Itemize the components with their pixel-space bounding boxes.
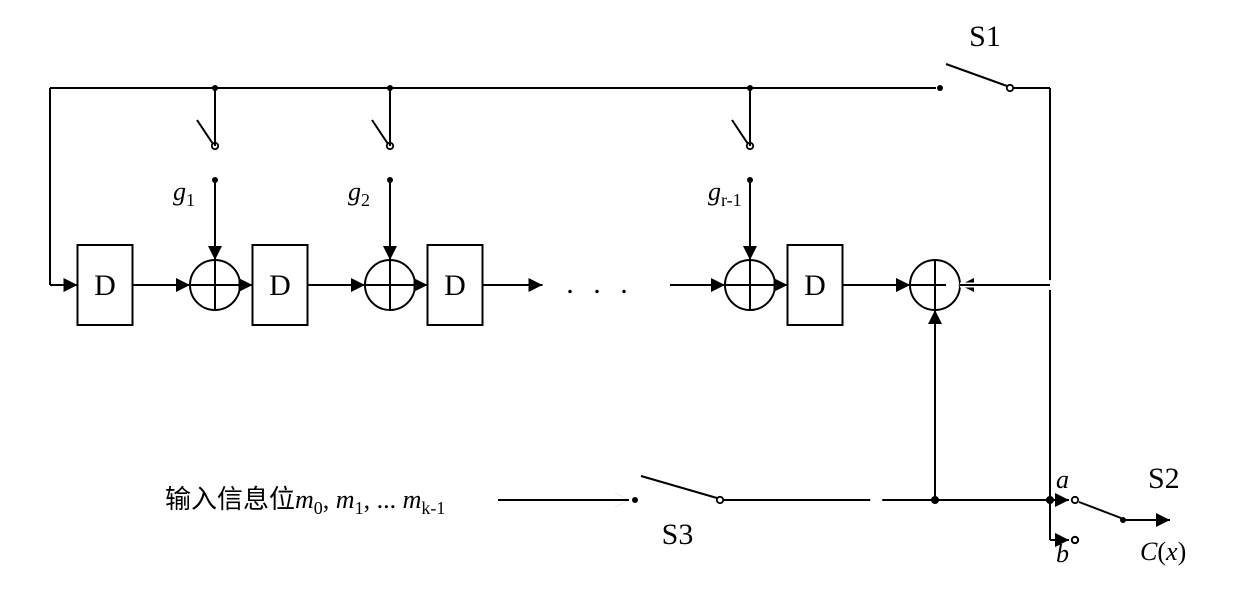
d-label: D bbox=[804, 269, 826, 302]
input-label: 输入信息位m0, m1, ... mk-1 bbox=[165, 485, 445, 518]
output-label: C(x) bbox=[1140, 537, 1186, 566]
ellipsis: . . . bbox=[566, 267, 634, 300]
tap-label: gr-1 bbox=[708, 177, 742, 210]
s1-label: S1 bbox=[969, 20, 1001, 53]
d-label: D bbox=[94, 269, 116, 302]
d-label: D bbox=[444, 269, 466, 302]
tap-label: g1 bbox=[173, 177, 195, 210]
lfsr-encoder-diagram: D D D D . . . g1 g2 gr-1 S1 输入信息位m0, m1, ... mk-1… bbox=[0, 0, 1240, 596]
s3-label: S3 bbox=[662, 518, 694, 551]
d-label: D bbox=[269, 269, 291, 302]
s2-label: S2 bbox=[1148, 462, 1180, 495]
a-label: a bbox=[1056, 465, 1069, 494]
tap-label: g2 bbox=[348, 177, 370, 210]
